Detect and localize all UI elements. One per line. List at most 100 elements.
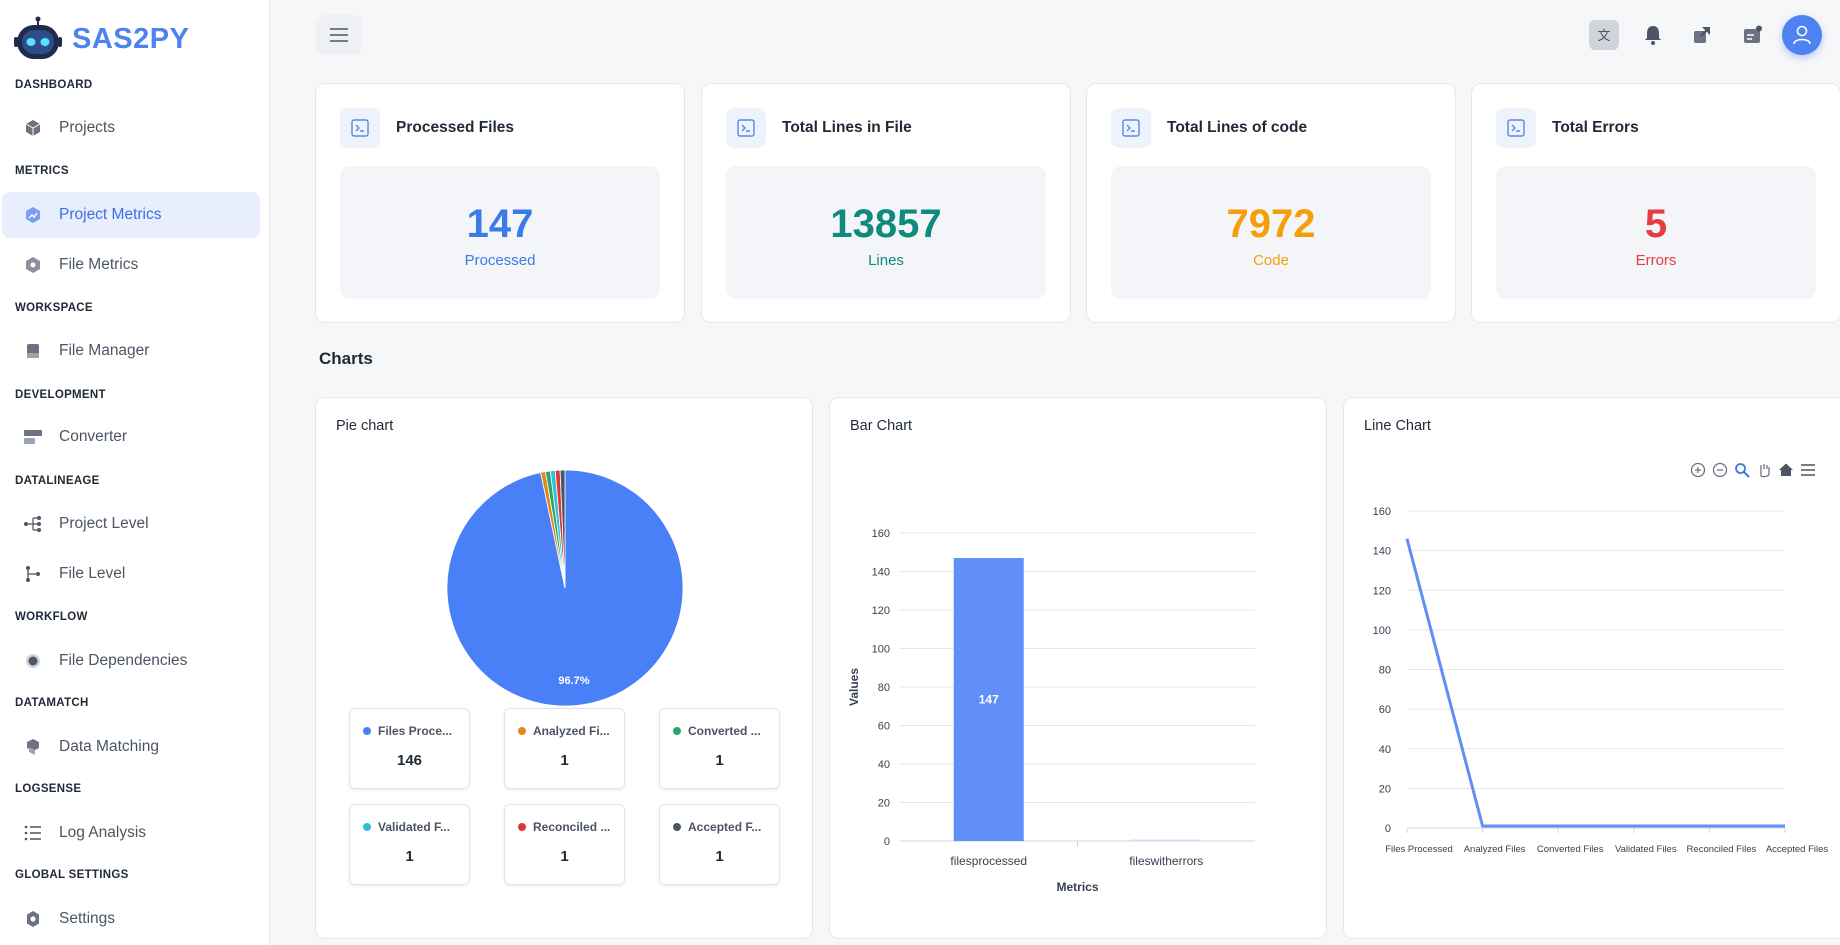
legend-label: Files Proce...	[378, 724, 453, 738]
notes-button[interactable]	[1737, 20, 1767, 50]
stat-subtitle: Lines	[868, 252, 904, 269]
bar	[953, 558, 1024, 841]
terminal-icon	[1496, 108, 1536, 148]
legend-item-accepted-files[interactable]: Accepted F... 1	[659, 804, 780, 885]
y-tick-label: 20	[1379, 783, 1391, 795]
y-tick-label: 100	[1373, 625, 1391, 637]
legend-item-validated-files[interactable]: Validated F... 1	[349, 804, 470, 885]
chart-toolbar	[1690, 462, 1816, 478]
sidebar-item-label: File Metrics	[59, 256, 139, 273]
legend-value: 1	[715, 752, 724, 769]
sidebar-item-label: File Level	[59, 565, 126, 582]
legend-item-reconciled-files[interactable]: Reconciled ... 1	[504, 804, 625, 885]
y-tick-label: 100	[872, 644, 890, 656]
bar-chart-card: Bar Chart 0 20 40 60 80 100 120 140 160 filesproc…	[829, 397, 1327, 939]
y-tick-label: 80	[878, 682, 890, 694]
x-tick-label: Analyzed Files	[1464, 844, 1526, 855]
section-label-workflow: WORKFLOW	[15, 611, 88, 623]
legend-value: 146	[396, 752, 423, 769]
legend-dot	[518, 727, 526, 735]
y-tick-label: 0	[1385, 823, 1391, 835]
stat-subtitle: Code	[1253, 252, 1289, 269]
line-chart-card: Line Chart 0 20 40 60 80 100 120 140 160 Files Pr…	[1343, 397, 1840, 939]
menu-icon[interactable]	[1800, 462, 1816, 478]
stat-subtitle: Processed	[464, 252, 536, 269]
legend-dot	[673, 823, 681, 831]
sidebar-item-file-manager[interactable]: File Manager	[2, 328, 260, 374]
translate-button[interactable]: 文	[1589, 20, 1619, 50]
sidebar-item-log-analysis[interactable]: Log Analysis	[2, 810, 260, 856]
external-link-button[interactable]	[1687, 20, 1717, 50]
legend-value: 1	[560, 752, 569, 769]
x-tick-label: Accepted Files	[1766, 844, 1829, 855]
legend-dot	[363, 823, 371, 831]
sidebar-item-label: Data Matching	[59, 738, 159, 755]
stat-card-total-errors: Total Errors 5 Errors	[1471, 83, 1840, 323]
x-tick-label: Files Processed	[1385, 844, 1453, 855]
sidebar-item-settings[interactable]: Settings	[2, 896, 260, 942]
pan-icon[interactable]	[1756, 462, 1772, 478]
sidebar-item-label: Settings	[59, 910, 116, 927]
svg-text:文: 文	[1597, 28, 1610, 43]
stat-value: 5	[1644, 202, 1668, 246]
stat-card-total-lines: Total Lines in File 13857 Lines	[701, 83, 1071, 323]
notifications-button[interactable]	[1638, 20, 1668, 50]
stat-title: Total Lines of code	[1167, 119, 1308, 136]
sidebar-item-label: Converter	[59, 428, 128, 445]
sidebar-item-label: Projects	[59, 119, 115, 136]
y-tick-label: 160	[1373, 506, 1391, 518]
legend-label: Validated F...	[378, 820, 451, 834]
hamburger-menu-button[interactable]	[316, 15, 362, 55]
hamburger-icon	[330, 28, 348, 42]
section-label-datamatch: DATAMATCH	[15, 697, 89, 709]
gem-icon	[22, 254, 44, 276]
legend-dot	[673, 727, 681, 735]
sidebar-item-file-metrics[interactable]: File Metrics	[2, 242, 260, 288]
sidebar-item-label: Log Analysis	[59, 824, 147, 841]
legend-label: Accepted F...	[688, 820, 762, 834]
sidebar-item-data-matching[interactable]: Data Matching	[2, 724, 260, 770]
sidebar-item-project-level[interactable]: Project Level	[2, 501, 260, 547]
stat-value: 147	[466, 202, 534, 246]
brand-name: SAS2PY	[72, 22, 190, 55]
legend-item-converted-files[interactable]: Converted ... 1	[659, 708, 780, 789]
section-label-datalineage: DATALINEAGE	[15, 475, 100, 487]
stat-card-lines-of-code: Total Lines of code 7972 Code	[1086, 83, 1456, 323]
y-tick-label: 40	[878, 759, 890, 771]
bell-icon	[1645, 26, 1661, 45]
stat-title: Total Lines in File	[782, 119, 912, 136]
y-tick-label: 60	[1379, 704, 1391, 716]
legend-dot	[363, 727, 371, 735]
sidebar-item-label: Project Metrics	[59, 206, 162, 223]
sidebar-item-projects[interactable]: Projects	[2, 105, 260, 151]
home-icon[interactable]	[1778, 462, 1794, 478]
section-label-workspace: WORKSPACE	[15, 302, 93, 314]
sidebar-item-file-dependencies[interactable]: File Dependencies	[2, 638, 260, 684]
legend-dot	[518, 823, 526, 831]
section-label-logsense: LOGSENSE	[15, 783, 82, 795]
sidebar-item-project-metrics[interactable]: Project Metrics	[2, 192, 260, 238]
y-tick-label: 20	[878, 798, 890, 810]
y-tick-label: 120	[872, 605, 890, 617]
chart-title: Line Chart	[1364, 418, 1431, 434]
zoom-out-icon[interactable]	[1712, 462, 1728, 478]
sidebar-item-converter[interactable]: Converter	[2, 414, 260, 460]
stat-card-processed-files: Processed Files 147 Processed	[315, 83, 685, 323]
search-icon[interactable]	[1734, 462, 1750, 478]
zoom-in-icon[interactable]	[1690, 462, 1706, 478]
user-avatar-button[interactable]	[1782, 15, 1822, 55]
brand[interactable]: SAS2PY	[14, 12, 189, 66]
notes-icon	[1744, 25, 1762, 43]
terminal-icon	[726, 108, 766, 148]
x-axis-title: Metrics	[1056, 880, 1098, 894]
robot-logo-icon	[14, 16, 62, 59]
legend-item-analyzed-files[interactable]: Analyzed Fi... 1	[504, 708, 625, 789]
x-tick-label: Reconciled Files	[1687, 844, 1757, 855]
sidebar-item-file-level[interactable]: File Level	[2, 551, 260, 597]
list-icon	[22, 822, 44, 844]
y-axis-title: Values	[847, 668, 861, 706]
legend-item-files-processed[interactable]: Files Proce... 146	[349, 708, 470, 789]
translate-icon: 文	[1597, 28, 1610, 43]
pie-data-label: 96.7%	[558, 675, 589, 687]
section-label-global-settings: GLOBAL SETTINGS	[15, 869, 129, 881]
